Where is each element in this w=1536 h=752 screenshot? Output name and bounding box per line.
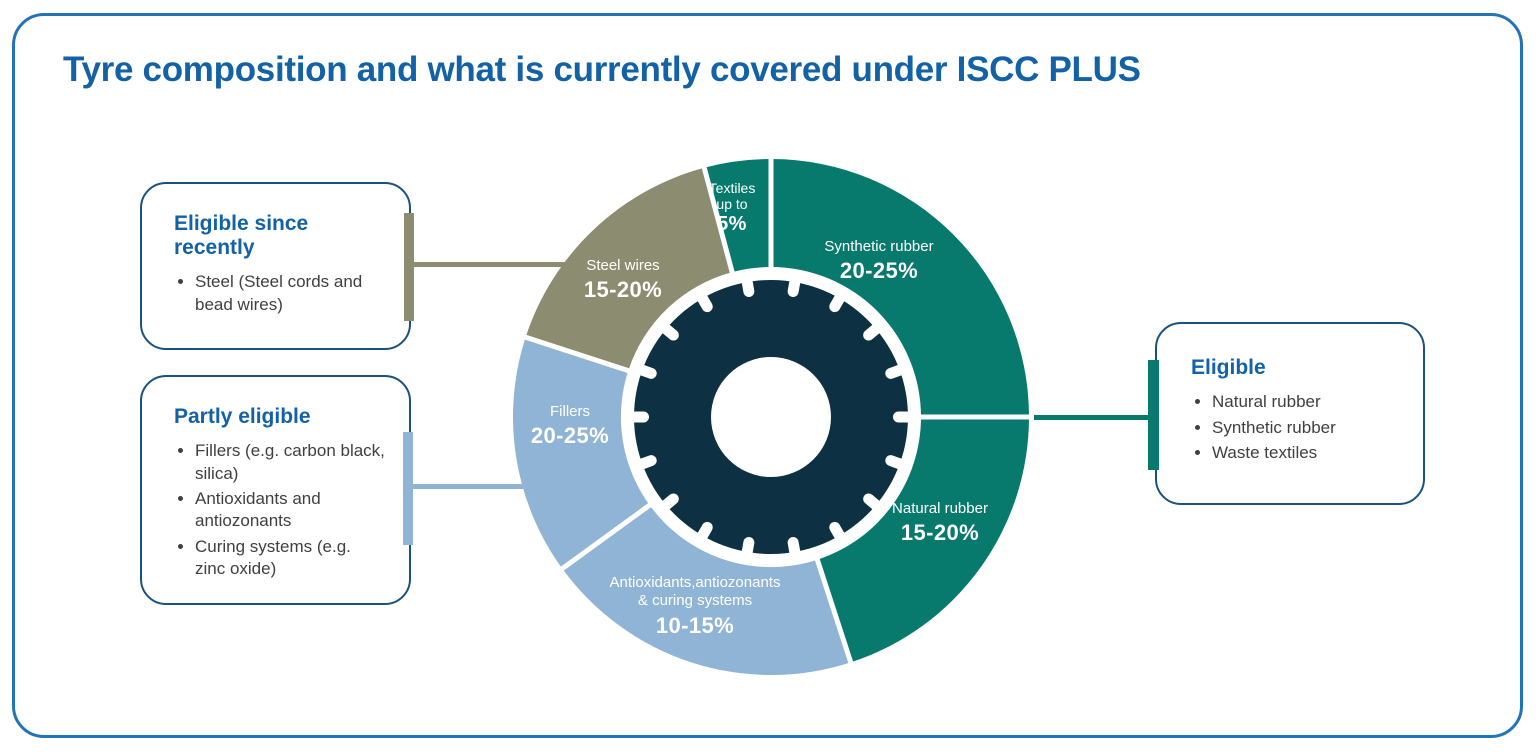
donut-segment-synthetic-rubber (771, 159, 1029, 417)
segment-separator (813, 555, 855, 667)
segment-name: Natural rubber (892, 500, 988, 517)
segment-label-antioxidants-antiozonants-curing: Antioxidants,antiozonants & curing system… (610, 574, 781, 639)
segment-separator (700, 163, 736, 277)
callout-title: Eligible since recently (174, 212, 309, 260)
segment-name: & curing systems (637, 592, 753, 610)
tyre-tread-notch (741, 273, 755, 297)
bullet-item: Synthetic rubber (1212, 417, 1399, 439)
bullet-item: Fillers (e.g. carbon black, silica) (195, 440, 385, 485)
tyre-tread-notch (885, 363, 909, 379)
callout-list: Steel (Steel cords and bead wires) (174, 271, 381, 316)
callout-title: Eligible (1191, 356, 1266, 379)
segment-value: 15-20% (583, 277, 663, 303)
tyre-tread-notch (787, 273, 801, 297)
tyre-tread-notch (695, 289, 713, 313)
tyre-tread-notch (633, 455, 657, 471)
bullet-item: Waste textiles (1212, 442, 1399, 464)
donut-segments (513, 159, 1029, 675)
donut-segment-natural-rubber (817, 417, 1029, 663)
segment-value: 5% (717, 213, 747, 236)
accent-bar-partly-eligible (403, 432, 413, 545)
segment-label-natural-rubber: Natural rubber 15-20% (892, 500, 988, 547)
segment-name: Synthetic rubber (824, 238, 934, 255)
tyre-tread-notch (829, 521, 847, 545)
tyre-tread-notch (787, 537, 801, 561)
segment-name: Antioxidants,antiozonants (609, 574, 781, 591)
tyre-tread-notch (741, 537, 755, 561)
segment-name: Textiles (708, 180, 756, 196)
donut-segment-antioxidants-antiozonants-curing (562, 505, 851, 675)
page-title: Tyre composition and what is currently c… (63, 50, 1141, 89)
tyre-tread-notch (695, 521, 713, 545)
accent-bar-eligible (1148, 360, 1159, 470)
segment-value: 10-15% (655, 612, 735, 638)
tyre-tread-notch (893, 411, 917, 423)
tyre-tread-notch (885, 455, 909, 471)
segment-label-fillers: Fillers 20-25% (531, 403, 609, 450)
segment-value: 15-20% (900, 520, 980, 546)
callout-partly-eligible: Partly eligible Fillers (e.g. carbon bla… (140, 375, 411, 605)
bullet-item: Steel (Steel cords and bead wires) (195, 271, 381, 316)
callout-eligible-since-recently: Eligible since recently Steel (Steel cor… (140, 182, 411, 350)
frame-border (12, 13, 1523, 738)
accent-bar-eligible-since (404, 213, 414, 321)
tyre-tread-notch (863, 321, 885, 341)
callout-list: Natural rubber Synthetic rubber Waste text… (1191, 391, 1399, 464)
tyre-tread-notch (633, 363, 657, 379)
bullet-item: Antioxidants and antiozonants (195, 488, 385, 533)
tyre-hub-hole (711, 357, 831, 477)
callout-list: Fillers (e.g. carbon black, silica)Antio… (174, 440, 385, 581)
connector-line-steel-wires (413, 262, 565, 267)
callout-eligible: Eligible Natural rubber Synthetic rubber W… (1155, 322, 1425, 505)
segment-name: Steel wires (586, 257, 660, 274)
tyre-tread-notch (863, 493, 885, 513)
segment-name: Fillers (549, 403, 590, 420)
segment-label-textiles: Textiles up to 5% (709, 180, 756, 236)
segment-label-steel-wires: Steel wires 15-20% (584, 257, 662, 304)
segment-value: 20-25% (530, 423, 610, 449)
tyre-tread-notch (829, 289, 847, 313)
tyre-illustration (625, 273, 917, 561)
donut-segment-fillers (513, 337, 650, 569)
segment-label-synthetic-rubber: Synthetic rubber 20-25% (824, 238, 933, 285)
segment-separator (521, 333, 633, 375)
connector-line-rubber (1034, 415, 1148, 420)
bullet-item: Natural rubber (1212, 391, 1399, 413)
donut-segment-textiles (704, 159, 771, 273)
donut-separators (521, 155, 1033, 667)
tyre-tread-notch (657, 321, 679, 341)
callout-title: Partly eligible (174, 405, 311, 428)
segment-separator (557, 500, 655, 574)
tyre-tread-notch (657, 493, 679, 513)
donut-segment-steel-wires (525, 167, 733, 371)
tyre-tread-notch (625, 411, 649, 423)
segment-value: 20-25% (839, 258, 919, 284)
bullet-item: Curing systems (e.g. zinc oxide) (195, 536, 385, 581)
segment-name: up to (716, 196, 748, 213)
connector-line-fillers (412, 484, 527, 489)
